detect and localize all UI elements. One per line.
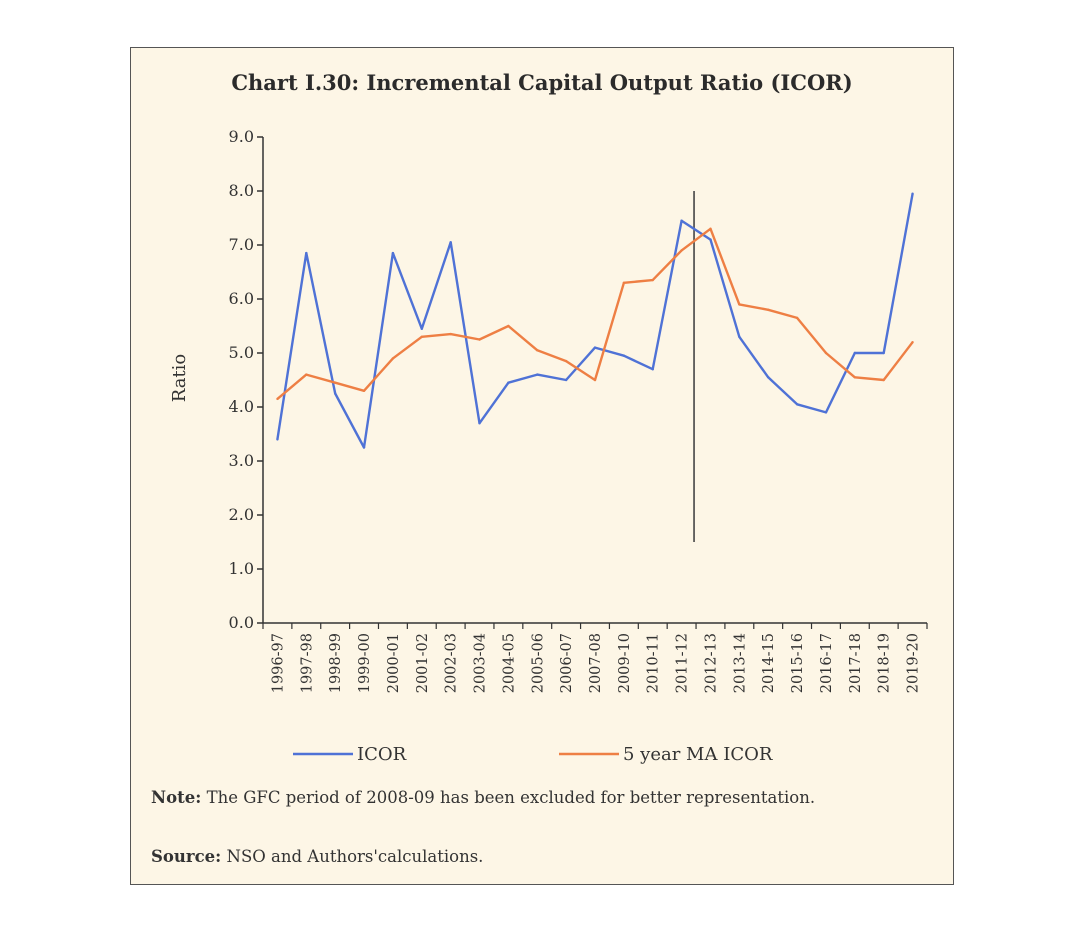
data-point-icor <box>824 411 828 414</box>
data-point-icor <box>420 327 423 330</box>
x-tick-label: 2005-06 <box>530 633 546 693</box>
y-tick-label: 0.0 <box>229 613 254 632</box>
data-point-icor <box>853 351 857 355</box>
y-tick-label: 2.0 <box>229 505 254 524</box>
x-tick-label: 2018-19 <box>877 633 893 693</box>
data-point-ma-icor <box>449 332 452 336</box>
series-line-icor <box>276 193 914 449</box>
x-tick-label: 2010-11 <box>646 633 662 693</box>
data-point-icor <box>507 381 510 384</box>
data-point-ma-icor <box>333 381 337 384</box>
x-tick-label: 2015-16 <box>790 633 806 693</box>
data-point-ma-icor <box>420 335 423 338</box>
data-point-ma-icor <box>593 378 597 382</box>
x-tick-label: 1997-98 <box>299 633 315 693</box>
chart-note: Note: The GFC period of 2008-09 has been… <box>151 784 935 812</box>
x-tick-label: 2003-04 <box>473 633 489 693</box>
x-tick-label: 2012-13 <box>703 633 719 693</box>
note-label: Note: <box>151 788 202 807</box>
x-tick-label: 2006-07 <box>559 633 575 693</box>
x-tick-label: 2011-12 <box>675 633 691 693</box>
data-point-icor <box>276 438 279 441</box>
y-tick-label: 8.0 <box>229 181 254 200</box>
data-point-icor <box>882 351 885 355</box>
x-tick-label: 2014-15 <box>761 633 777 693</box>
x-tick-label: 2017-18 <box>848 633 864 693</box>
x-tick-label: 1996-97 <box>270 633 286 693</box>
chart-panel: Chart I.30: Incremental Capital Output R… <box>130 47 954 885</box>
data-point-ma-icor <box>651 278 654 282</box>
x-tick-label: 2013-14 <box>732 633 748 693</box>
data-point-ma-icor <box>478 338 481 341</box>
series-layer <box>276 192 914 449</box>
data-point-ma-icor <box>536 349 539 352</box>
legend-label-icor: ICOR <box>357 744 407 765</box>
data-point-ma-icor <box>709 227 712 230</box>
data-point-icor <box>593 346 597 349</box>
data-point-icor <box>305 251 308 255</box>
note-text: The GFC period of 2008-09 has been exclu… <box>206 788 816 807</box>
data-point-icor <box>391 251 395 255</box>
data-point-ma-icor <box>564 359 568 363</box>
x-tick-label: 2002-03 <box>444 633 460 693</box>
x-tick-label: 2004-05 <box>501 633 517 693</box>
data-point-ma-icor <box>824 351 828 355</box>
chart-source: Source: NSO and Authors'calculations. <box>151 843 935 871</box>
data-point-icor <box>564 378 568 382</box>
y-axis-label: Ratio <box>169 354 190 403</box>
data-point-ma-icor <box>507 324 510 328</box>
source-text: NSO and Authors'calculations. <box>226 847 484 866</box>
series-line-ma-icor <box>276 227 914 400</box>
data-point-ma-icor <box>276 397 279 401</box>
data-point-icor <box>536 373 539 376</box>
x-tick-label: 2019-20 <box>906 633 922 693</box>
data-point-icor <box>738 335 741 338</box>
legend: ICOR 5 year MA ICOR <box>293 744 773 765</box>
data-point-icor <box>911 192 914 195</box>
y-tick-label: 4.0 <box>229 397 254 416</box>
y-tick-label: 5.0 <box>229 343 254 362</box>
x-tick-label: 2000-01 <box>386 633 402 693</box>
y-axis: 0.0 1.0 2.0 3.0 4.0 5.0 6.0 7.0 8.0 9.0 <box>229 127 264 632</box>
x-tick-label: 2016-17 <box>819 633 835 693</box>
y-tick-label: 6.0 <box>229 289 254 308</box>
source-label: Source: <box>151 847 222 866</box>
x-tick-label: 1999-00 <box>357 633 373 693</box>
data-point-icor <box>449 241 452 244</box>
x-tick-label: 1998-99 <box>328 633 344 693</box>
data-point-ma-icor <box>795 316 799 320</box>
data-point-ma-icor <box>882 378 885 382</box>
data-point-icor <box>622 354 626 357</box>
data-point-ma-icor <box>680 249 683 252</box>
data-point-ma-icor <box>853 376 857 379</box>
data-point-ma-icor <box>305 373 308 376</box>
data-point-ma-icor <box>362 389 366 392</box>
y-tick-label: 7.0 <box>229 235 254 254</box>
x-tick-label: 2007-08 <box>588 633 604 693</box>
data-point-icor <box>478 422 481 425</box>
data-point-icor <box>333 392 337 395</box>
data-point-ma-icor <box>391 357 395 360</box>
data-point-icor <box>767 376 770 379</box>
data-point-icor <box>709 238 712 241</box>
data-point-icor <box>362 446 366 449</box>
chart-title: Chart I.30: Incremental Capital Output R… <box>231 70 853 95</box>
data-point-ma-icor <box>911 341 914 344</box>
y-tick-label: 1.0 <box>229 559 254 578</box>
x-tick-label: 2009-10 <box>617 633 633 693</box>
data-point-ma-icor <box>767 308 770 311</box>
data-point-icor <box>795 403 799 406</box>
line-chart: 0.01.02.03.04.05.06.07.08.09.0 1996-97 19… <box>169 127 928 765</box>
y-tick-label: 9.0 <box>229 127 254 146</box>
data-point-ma-icor <box>622 281 626 284</box>
y-tick-label: 3.0 <box>229 451 254 470</box>
legend-label-ma-icor: 5 year MA ICOR <box>623 744 773 765</box>
data-point-ma-icor <box>738 303 741 306</box>
x-tick-label: 2001-02 <box>415 633 431 693</box>
data-point-icor <box>651 368 654 371</box>
x-axis: 1996-97 1997-98 1998-99 1999-00 2000-01 2001-… <box>262 622 928 693</box>
data-point-icor <box>680 219 683 222</box>
